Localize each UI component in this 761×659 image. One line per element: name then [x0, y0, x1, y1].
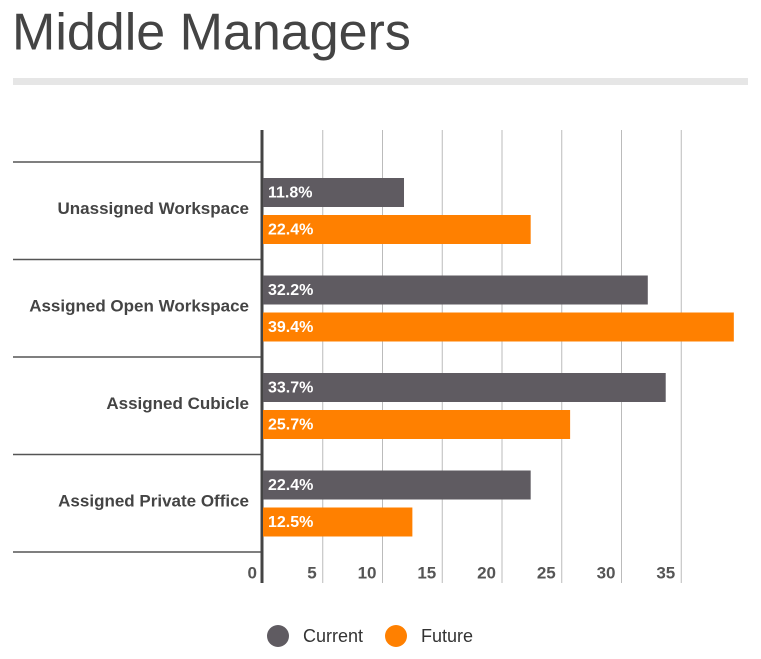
bar [263, 373, 666, 402]
x-tick-label: 35 [656, 563, 675, 582]
data-label: 22.4% [268, 477, 313, 494]
data-label: 32.2% [268, 282, 313, 299]
bar [263, 312, 734, 342]
legend-label: Future [421, 626, 473, 646]
legend-label: Current [303, 626, 363, 646]
bar [263, 410, 571, 439]
x-tick-label: 0 [248, 563, 257, 582]
x-tick-label: 10 [358, 563, 377, 582]
data-label: 12.5% [268, 514, 313, 531]
y-tick-label: Assigned Open Workspace [29, 297, 249, 316]
bar [263, 215, 531, 244]
legend-marker [385, 625, 407, 647]
bar [263, 507, 413, 537]
data-label: 22.4% [268, 222, 313, 239]
x-tick-label: 5 [307, 563, 316, 582]
bar [263, 470, 531, 500]
x-tick-label: 15 [417, 563, 436, 582]
data-label: 25.7% [268, 417, 313, 434]
title-rule [13, 78, 748, 85]
chart-title: Middle Managers [12, 4, 411, 62]
x-tick-label: 20 [477, 563, 496, 582]
x-tick-label: 25 [537, 563, 556, 582]
data-label: 11.8% [268, 185, 312, 202]
y-tick-label: Assigned Cubicle [106, 394, 249, 413]
bar [263, 275, 648, 305]
y-tick-label: Assigned Private Office [58, 492, 249, 511]
data-label: 39.4% [268, 319, 313, 336]
bar [263, 178, 405, 207]
data-label: 33.7% [268, 380, 313, 397]
legend-marker [267, 625, 289, 647]
y-tick-label: Unassigned Workspace [58, 199, 249, 218]
x-tick-label: 30 [597, 563, 616, 582]
